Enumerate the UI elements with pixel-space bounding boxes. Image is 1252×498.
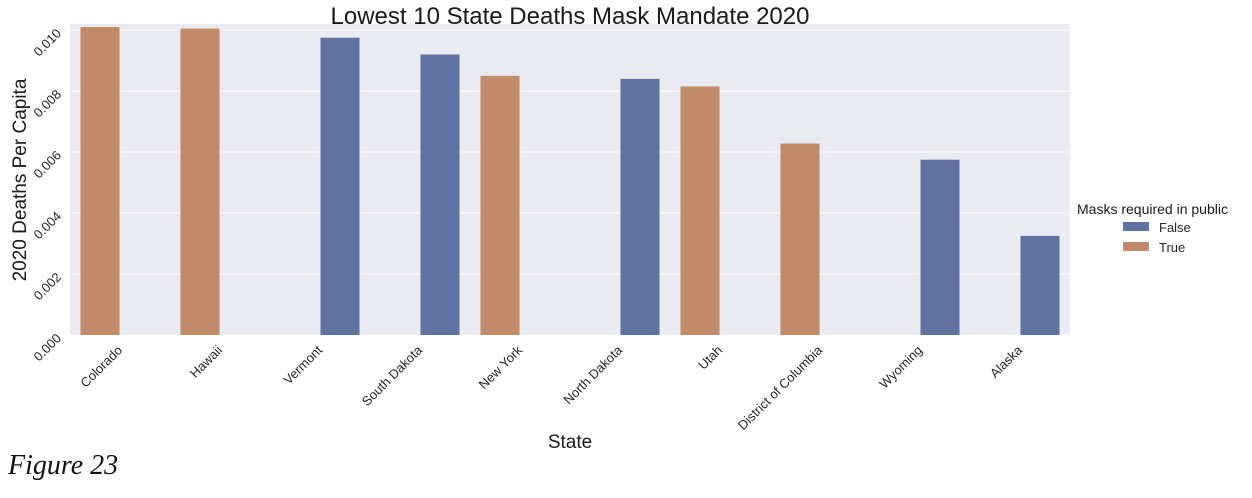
x-tick-label: New York xyxy=(476,342,526,392)
legend-swatch xyxy=(1123,242,1149,251)
figure-caption: Figure 23 xyxy=(8,450,119,481)
y-tick-label: 0.008 xyxy=(31,87,65,121)
x-ticks: Colorado Hawaii Vermont South Dakota New Yor… xyxy=(77,342,1025,433)
legend: Masks required in public False True xyxy=(1077,201,1228,255)
x-tick-label: District of Columbia xyxy=(735,342,826,433)
chart-title: Lowest 10 State Deaths Mask Mandate 2020 xyxy=(331,3,810,30)
x-tick-label: South Dakota xyxy=(359,342,426,409)
legend-swatch xyxy=(1123,222,1149,231)
bar-colorado xyxy=(80,27,120,336)
x-tick-label: Hawaii xyxy=(187,342,225,380)
x-axis-label: State xyxy=(548,432,592,450)
y-tick-label: 0.010 xyxy=(31,26,65,60)
y-tick-label: 0.004 xyxy=(31,209,65,243)
x-tick-label: Vermont xyxy=(280,342,325,387)
bar-wyoming xyxy=(920,159,960,335)
bar-district-of-columbia xyxy=(780,143,820,335)
y-tick-label: 0.000 xyxy=(31,331,65,365)
bar-north-dakota xyxy=(620,78,660,335)
legend-title: Masks required in public xyxy=(1077,201,1228,217)
bar-new-york xyxy=(480,75,520,335)
chart: 0.000 0.002 0.004 0.006 0.008 0.010 Colorado H… xyxy=(10,3,1228,450)
x-tick-label: Utah xyxy=(695,343,725,373)
plot-background xyxy=(70,24,1070,335)
x-tick-label: Wyoming xyxy=(876,343,925,392)
legend-label: False xyxy=(1159,220,1191,235)
grid xyxy=(70,29,1070,336)
bar-hawaii xyxy=(180,28,220,336)
y-ticks: 0.000 0.002 0.004 0.006 0.008 0.010 xyxy=(31,26,65,365)
bars xyxy=(80,27,1060,336)
bar-utah xyxy=(680,86,720,335)
y-axis-label: 2020 Deaths Per Capita xyxy=(10,78,31,281)
x-tick-label: North Dakota xyxy=(560,342,625,407)
bar-vermont xyxy=(320,37,360,336)
legend-label: True xyxy=(1159,240,1185,255)
bar-south-dakota xyxy=(420,54,460,335)
y-tick-label: 0.002 xyxy=(31,270,65,304)
x-tick-label: Alaska xyxy=(987,342,1026,381)
y-tick-label: 0.006 xyxy=(31,148,65,182)
x-tick-label: Colorado xyxy=(77,343,125,391)
bar-alaska xyxy=(1020,235,1060,335)
